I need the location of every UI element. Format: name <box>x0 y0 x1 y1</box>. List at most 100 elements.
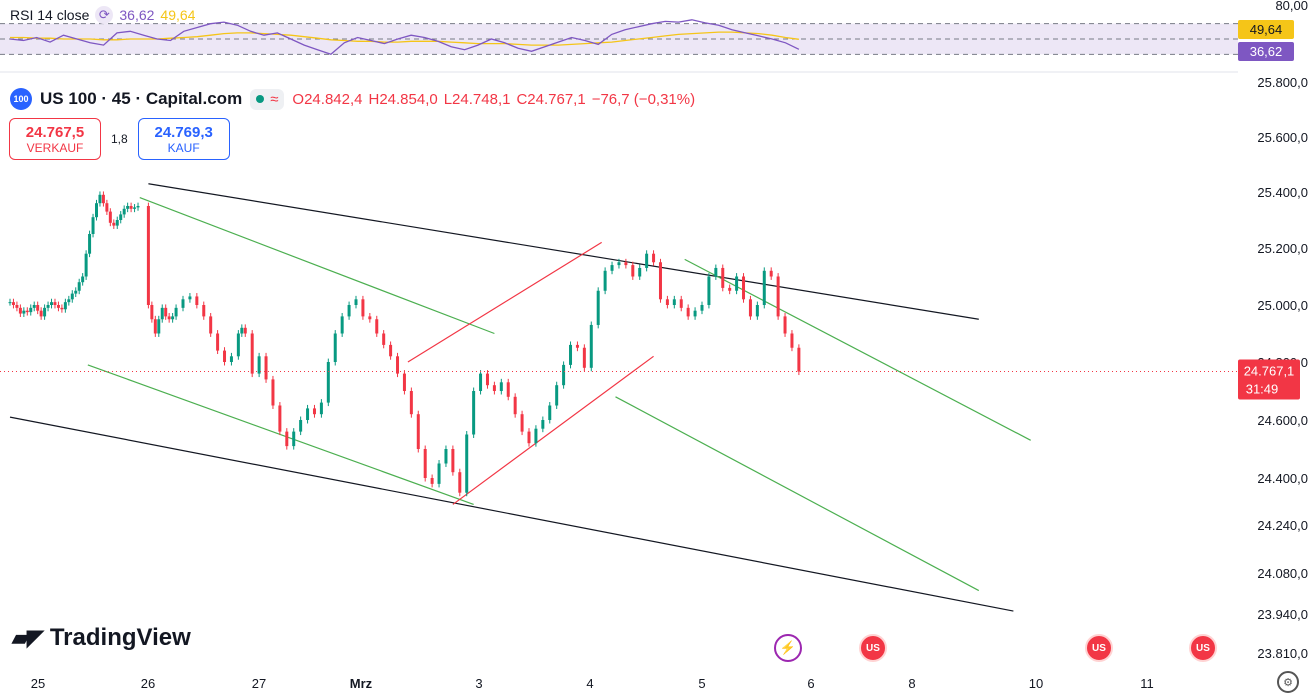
candle-body <box>527 431 531 444</box>
candle-body <box>29 307 33 313</box>
trendlines[interactable] <box>9 183 1031 612</box>
candle-body <box>416 414 420 449</box>
rsi-ma-line <box>10 31 799 46</box>
high-value: H24.854,0 <box>368 90 438 108</box>
candle-body <box>250 333 254 374</box>
low-value: L24.748,1 <box>443 90 511 108</box>
candle-body <box>70 293 74 300</box>
candle-body <box>164 307 168 317</box>
candle-body <box>195 296 199 305</box>
candle-body <box>229 356 233 362</box>
buy-price: 24.769,3 <box>154 123 213 141</box>
candle-body <box>755 305 759 317</box>
candle-body <box>216 333 220 351</box>
trendline-red <box>407 241 602 363</box>
us-flag-event-icon[interactable]: US <box>1085 634 1113 662</box>
candle-body <box>63 302 67 310</box>
candles <box>8 191 801 497</box>
rsi-badge-text: 36,62 <box>1250 44 1283 59</box>
candle-body <box>645 253 649 268</box>
bolt-event-icon[interactable]: ⚡ <box>774 634 802 662</box>
spread-value: 1,8 <box>111 132 128 146</box>
candle-body <box>84 253 88 277</box>
y-axis-label: 25.000,0 <box>1257 298 1308 313</box>
x-axis-label: 27 <box>252 676 266 691</box>
trendline-red <box>452 355 654 505</box>
open-value: O24.842,4 <box>292 90 363 108</box>
symbol-title[interactable]: US 100 · 45 · Capital.com <box>40 89 243 108</box>
candle-body <box>188 296 192 300</box>
x-axis-label: 5 <box>698 676 705 691</box>
candle-body <box>77 282 81 291</box>
buy-label: KAUF <box>167 140 200 155</box>
candle-body <box>32 305 36 308</box>
candle-body <box>624 262 628 266</box>
rsi-badge <box>1238 42 1294 61</box>
candle-body <box>278 405 282 432</box>
x-axis-label: 6 <box>807 676 814 691</box>
rsi-cycle-icon[interactable]: ⟳ <box>95 6 114 24</box>
candle-body <box>25 310 29 313</box>
candle-body <box>39 310 43 317</box>
candle-body <box>133 207 137 209</box>
rsi-panel <box>0 19 1238 73</box>
candle-body <box>136 206 140 208</box>
candle-body <box>589 324 593 368</box>
rsi-legend[interactable]: RSI 14 close ⟳ 36,62 49,64 <box>10 6 195 24</box>
rsi-line <box>9 19 800 56</box>
candle-body <box>340 316 344 334</box>
buy-button[interactable]: 24.769,3 KAUF <box>137 118 230 160</box>
candle-body <box>506 382 510 397</box>
wave-icon: ≈ <box>270 90 279 108</box>
sell-button[interactable]: 24.767,5 VERKAUF <box>9 118 101 160</box>
tradingview-mark-icon: ▰◤ <box>12 625 44 650</box>
candle-body <box>171 316 175 320</box>
candle-body <box>396 356 400 374</box>
candle-body <box>707 276 711 305</box>
candle-body <box>672 299 676 305</box>
candle-body <box>11 302 15 305</box>
candle-body <box>437 463 441 484</box>
candle-body <box>174 307 178 317</box>
rsi-ma-badge <box>1238 20 1294 39</box>
symbol-header: 100 US 100 · 45 · Capital.com ≈ O24.842,… <box>10 88 695 110</box>
candle-body <box>735 276 739 291</box>
candle-body <box>60 307 64 310</box>
candle-body <box>610 265 614 271</box>
y-axis-label: 25.400,0 <box>1257 185 1308 200</box>
nasdaq-logo-icon: 100 <box>10 88 32 110</box>
candle-body <box>631 265 635 277</box>
settings-gear-icon[interactable]: ⚙ <box>1277 671 1299 693</box>
trendline-green <box>87 364 474 506</box>
candle-body <box>575 344 579 348</box>
y-axis-label: 23.810,0 <box>1257 646 1308 661</box>
market-status[interactable]: ≈ <box>250 88 285 110</box>
candle-body <box>119 214 123 220</box>
tradingview-logo[interactable]: ▰◤ TradingView <box>12 624 191 652</box>
us-flag-event-icon[interactable]: US <box>859 634 887 662</box>
candle-body <box>748 299 752 317</box>
candle-body <box>223 350 227 362</box>
y-axis-label: 25.600,0 <box>1257 130 1308 145</box>
candle-body <box>665 299 669 305</box>
ohlc-values: O24.842,4 H24.854,0 L24.748,1 C24.767,1 … <box>292 91 695 108</box>
candle-body <box>790 333 794 348</box>
candle-body <box>236 333 240 357</box>
candle-body <box>202 305 206 317</box>
candle-body <box>389 344 393 357</box>
candle-body <box>513 396 517 415</box>
candle-body <box>700 305 704 311</box>
market-open-icon <box>256 95 265 103</box>
candle-body <box>402 373 406 391</box>
candle-body <box>520 414 524 432</box>
candle-body <box>67 299 71 303</box>
candle-body <box>285 431 289 447</box>
x-axis-label: 26 <box>141 676 155 691</box>
us-flag-event-icon[interactable]: US <box>1189 634 1217 662</box>
x-axis-label: 8 <box>908 676 915 691</box>
y-axis-label: 24.080,0 <box>1257 566 1308 581</box>
candle-body <box>95 203 98 218</box>
candle-body <box>354 299 358 305</box>
